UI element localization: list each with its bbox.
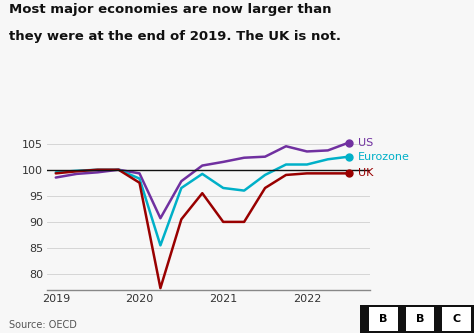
Text: B: B — [379, 314, 388, 324]
Text: B: B — [416, 314, 424, 324]
FancyBboxPatch shape — [406, 307, 434, 331]
Text: US: US — [358, 138, 373, 148]
Text: Eurozone: Eurozone — [358, 152, 410, 162]
Text: UK: UK — [358, 168, 373, 178]
Text: Most major economies are now larger than: Most major economies are now larger than — [9, 3, 332, 16]
FancyBboxPatch shape — [442, 307, 471, 331]
Text: they were at the end of 2019. The UK is not.: they were at the end of 2019. The UK is … — [9, 30, 341, 43]
Text: Source: OECD: Source: OECD — [9, 320, 77, 330]
FancyBboxPatch shape — [369, 307, 398, 331]
Text: C: C — [452, 314, 460, 324]
